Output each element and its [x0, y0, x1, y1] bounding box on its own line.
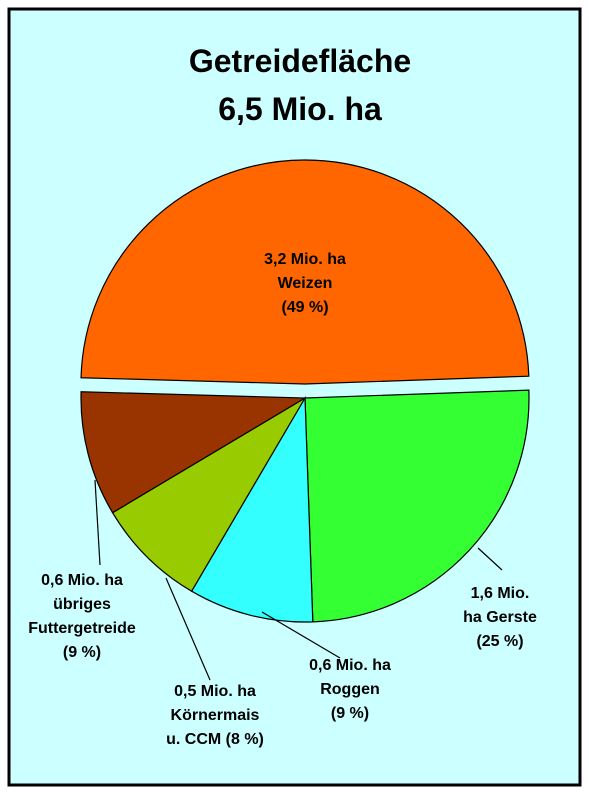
slice-label: Futtergetreide: [28, 620, 136, 637]
pie-slice: [190, 395, 314, 623]
leader-line: [165, 577, 211, 681]
slice-label: 3,2 Mio. ha: [264, 251, 346, 268]
leader-line: [261, 611, 341, 659]
pie-slice: [111, 397, 306, 593]
slice-label: 0,6 Mio. ha: [41, 572, 123, 589]
slice-label: ha Gerste: [463, 609, 537, 626]
slice-label: (25 %): [476, 633, 523, 650]
pie-slice: [80, 391, 308, 514]
slice-label: u. CCM (8 %): [166, 731, 264, 748]
leader-line: [477, 547, 503, 571]
slice-label: 0,5 Mio. ha: [174, 683, 256, 700]
chart-title: 6,5 Mio. ha: [218, 91, 382, 127]
leader-line: [94, 479, 101, 566]
pie-slice: [80, 159, 530, 385]
slice-label: 0,6 Mio. ha: [309, 657, 391, 674]
slice-label: 1,6 Mio.: [471, 585, 530, 602]
slice-label: Körnermais: [171, 707, 260, 724]
slice-label: übriges: [53, 596, 111, 613]
pie-slice: [304, 389, 530, 623]
slice-label: Weizen: [278, 275, 333, 292]
chart-title: Getreidefläche: [189, 43, 411, 79]
slice-label: (9 %): [63, 644, 101, 661]
slice-label: Roggen: [320, 681, 380, 698]
slice-label: (49 %): [281, 299, 328, 316]
slice-label: (9 %): [331, 705, 369, 722]
